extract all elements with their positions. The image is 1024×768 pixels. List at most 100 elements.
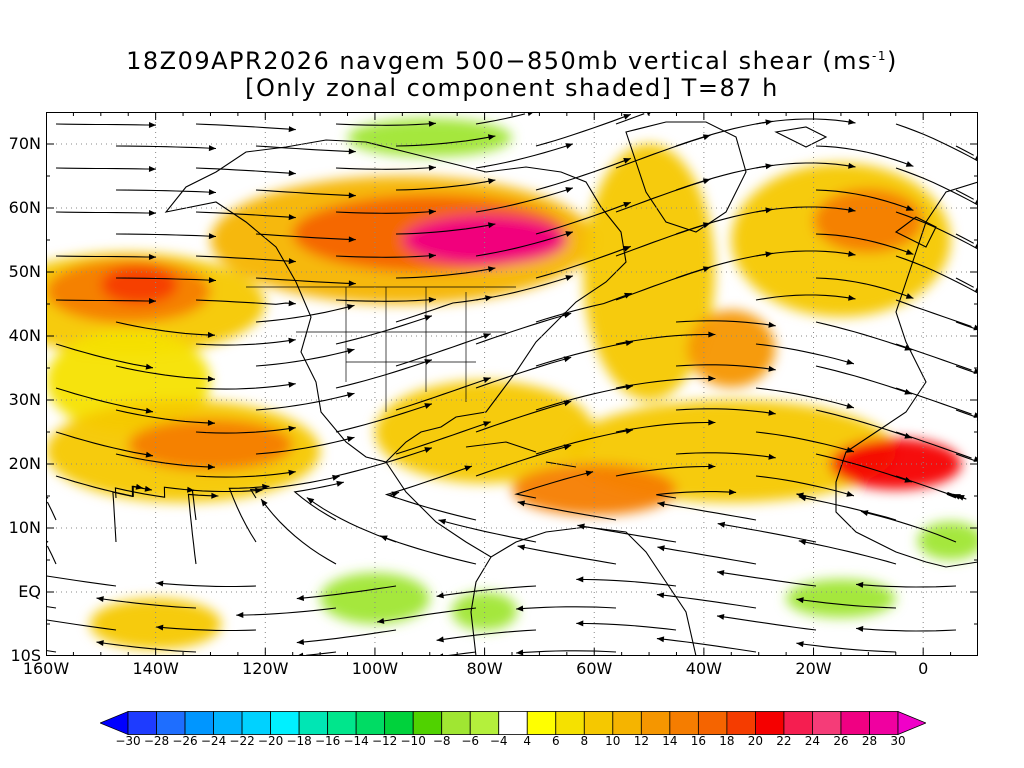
lon-label: 60W (576, 659, 613, 678)
lon-label: 160W (22, 659, 70, 678)
streamline-8 (255, 145, 356, 153)
streamline-arrowhead-61 (848, 294, 856, 301)
streamline-arrowhead-167 (856, 625, 864, 632)
shear-region-18 (320, 572, 430, 624)
streamline-70 (55, 343, 154, 369)
streamline-arrowhead-125 (957, 495, 965, 501)
streamline-arrowhead-120 (332, 474, 340, 481)
streamline-arrowhead-85 (288, 381, 296, 388)
streamline-144 (517, 545, 617, 565)
streamline-arrowhead-158 (516, 605, 524, 612)
streamline-20 (895, 167, 978, 206)
streamline-arrowhead-70 (145, 363, 154, 370)
streamline-arrowhead-7 (208, 145, 216, 152)
streamline-arrowhead-3 (527, 112, 534, 117)
colorbar-box (812, 711, 842, 735)
colorbar-box (213, 711, 243, 735)
streamline-67 (675, 320, 776, 327)
streamline-arrowhead-36 (348, 236, 356, 243)
streamline-arrowhead-45 (565, 231, 573, 237)
streamline-164 (436, 629, 537, 641)
streamline-145 (657, 546, 757, 565)
streamline-arrowhead-46 (702, 222, 711, 229)
streamline-arrowhead-142 (261, 499, 268, 507)
streamline-101 (475, 400, 572, 433)
streamline-15 (195, 167, 296, 175)
streamline-arrowhead-152 (717, 569, 725, 576)
streamline-73 (475, 312, 572, 345)
streamline-98 (55, 431, 154, 457)
streamline-arrowhead-169 (96, 640, 104, 647)
streamline-84 (55, 387, 154, 413)
streamline-arrowhead-68 (904, 344, 912, 351)
streamline-95 (675, 408, 776, 415)
streamline-126 (46, 501, 57, 521)
colorbar-label: −8 (432, 734, 451, 748)
streamline-7 (115, 145, 217, 150)
streamline-arrowhead-148 (156, 580, 164, 587)
streamline-arrowhead-64 (346, 304, 355, 311)
streamline-arrowhead-88 (708, 375, 716, 382)
streamline-82 (815, 365, 913, 395)
streamline-arrowhead-73 (563, 312, 572, 319)
shear-region-7 (687, 310, 776, 388)
streamline-arrowhead-52 (623, 245, 631, 252)
streamline-arrowhead-129 (391, 491, 400, 498)
streamlines (46, 113, 978, 656)
streamline-arrowhead-149 (296, 594, 305, 601)
streamline-13 (955, 145, 974, 156)
streamline-arrowhead-40 (905, 249, 914, 255)
streamline-arrowhead-24 (623, 157, 631, 164)
streamline-arrowhead-104 (973, 456, 978, 462)
streamline-arrowhead-22 (348, 192, 356, 199)
streamline-6 (895, 123, 978, 162)
streamline-arrowhead-32 (702, 178, 711, 185)
streamline-146 (798, 540, 897, 565)
streamline-arrowhead-2 (428, 120, 436, 127)
lat-label: 10N (8, 518, 41, 537)
colorbar-box (156, 711, 186, 735)
streamline-93 (395, 377, 491, 411)
streamline-arrowhead-153 (856, 581, 864, 588)
streamline-79 (395, 333, 491, 367)
streamline-157 (376, 607, 477, 623)
streamline-130 (517, 501, 617, 521)
streamline-119 (114, 486, 195, 499)
streamline-143 (379, 535, 477, 565)
colorbar-label: 14 (662, 734, 678, 748)
colorbar-label: −12 (371, 734, 398, 748)
streamline-54 (815, 277, 914, 299)
streamline-arrowhead-156 (236, 612, 244, 619)
streamline-77 (115, 365, 216, 380)
streamline-arrowhead-38 (623, 201, 631, 208)
streamline-arrowhead-14 (148, 166, 156, 173)
streamline-158 (516, 606, 617, 610)
state-borders (246, 286, 516, 412)
colorbar-label: 28 (861, 734, 878, 748)
streamline-71 (195, 339, 296, 346)
colorbar-box (726, 711, 756, 735)
colorbar-box (640, 711, 671, 735)
streamline-arrowhead-105 (207, 463, 215, 470)
streamline-arrowhead-84 (145, 407, 154, 414)
streamline-81 (675, 364, 776, 371)
shear-map (46, 112, 978, 656)
streamline-arrowhead-33 (848, 206, 856, 213)
streamline-arrowhead-26 (905, 205, 914, 211)
streamline-arrowhead-75 (846, 358, 854, 365)
streamline-44 (335, 254, 436, 258)
lat-label: 20N (8, 454, 41, 473)
streamline-arrowhead-130 (517, 500, 526, 507)
streamline-11 (675, 120, 773, 147)
streamline-117 (755, 475, 855, 497)
streamline-arrowhead-79 (483, 333, 491, 339)
map-frame (46, 112, 978, 656)
streamline-arrowhead-96 (904, 432, 912, 439)
streamline-arrowhead-172 (516, 649, 524, 656)
streamline-42 (55, 255, 157, 258)
streamline-87 (475, 356, 572, 389)
streamline-arrowhead-15 (288, 170, 296, 177)
streamline-arrowhead-108 (625, 428, 633, 435)
shear-region-2 (100, 265, 178, 304)
streamline-arrowhead-174 (796, 641, 804, 648)
